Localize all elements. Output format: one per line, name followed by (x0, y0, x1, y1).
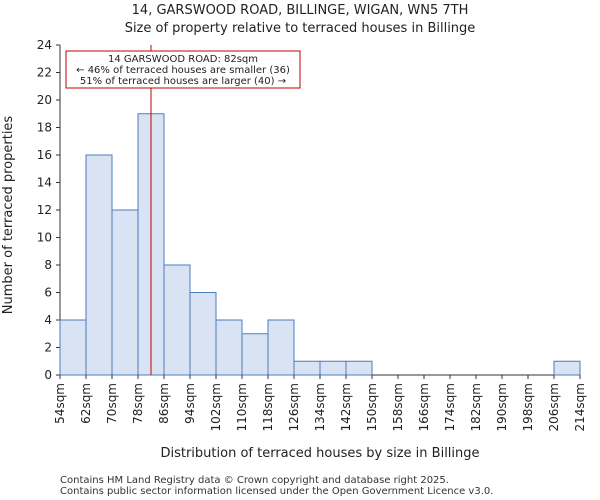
x-tick-label: 166sqm (417, 383, 431, 431)
annotation-line-2: ← 46% of terraced houses are smaller (36… (76, 65, 290, 76)
x-tick-label: 126sqm (287, 383, 301, 431)
x-tick-label: 78sqm (131, 383, 145, 424)
x-tick-label: 102sqm (209, 383, 223, 431)
x-tick-label: 134sqm (313, 383, 327, 431)
bar (267, 319, 295, 376)
x-tick-label: 70sqm (105, 383, 119, 424)
y-tick-label: 22 (37, 66, 52, 80)
y-tick-label: 12 (37, 203, 52, 217)
y-tick-label: 10 (37, 231, 52, 245)
bar (345, 360, 373, 376)
bar (59, 319, 87, 376)
bar (293, 360, 321, 376)
chart-title: 14, GARSWOOD ROAD, BILLINGE, WIGAN, WN5 … (132, 3, 469, 18)
y-tick-label: 2 (44, 341, 52, 355)
x-tick-label: 158sqm (391, 383, 405, 431)
y-axis-label: Number of terraced properties (1, 116, 16, 315)
x-tick-label: 86sqm (157, 383, 171, 424)
y-tick-label: 16 (37, 148, 52, 162)
bar (319, 360, 347, 376)
bar (85, 154, 113, 376)
y-tick-label: 0 (44, 368, 52, 382)
x-tick-label: 214sqm (573, 383, 587, 431)
bar (163, 264, 191, 376)
x-tick-label: 142sqm (339, 383, 353, 431)
y-tick-label: 14 (37, 176, 52, 190)
annotation-line-3: 51% of terraced houses are larger (40) → (80, 76, 286, 87)
x-tick-label: 110sqm (235, 383, 249, 431)
x-tick-label: 94sqm (183, 383, 197, 424)
annotation-line-1: 14 GARSWOOD ROAD: 82sqm (108, 54, 258, 65)
x-tick-label: 198sqm (521, 383, 535, 431)
y-tick-label: 6 (44, 286, 52, 300)
x-tick-label: 174sqm (443, 383, 457, 431)
bar (189, 292, 217, 376)
x-tick-label: 206sqm (547, 383, 561, 431)
y-tick-label: 20 (37, 93, 52, 107)
x-tick-label: 190sqm (495, 383, 509, 431)
x-tick-label: 118sqm (261, 383, 275, 431)
x-tick-label: 62sqm (79, 383, 93, 424)
x-tick-label: 150sqm (365, 383, 379, 431)
footer-line-2: Contains public sector information licen… (60, 486, 493, 497)
y-tick-label: 18 (37, 121, 52, 135)
annotation-box (65, 50, 301, 89)
x-tick-label: 54sqm (53, 383, 67, 424)
x-axis-label: Distribution of terraced houses by size … (160, 446, 479, 461)
y-tick-label: 4 (44, 313, 52, 327)
bar (553, 360, 581, 376)
chart-subtitle: Size of property relative to terraced ho… (125, 21, 476, 36)
bar (111, 209, 139, 376)
y-tick-label: 8 (44, 258, 52, 272)
bar (241, 333, 269, 376)
bar (215, 319, 243, 376)
y-tick-label: 24 (37, 38, 52, 52)
footer-line-1: Contains HM Land Registry data © Crown c… (60, 475, 449, 486)
x-tick-label: 182sqm (469, 383, 483, 431)
